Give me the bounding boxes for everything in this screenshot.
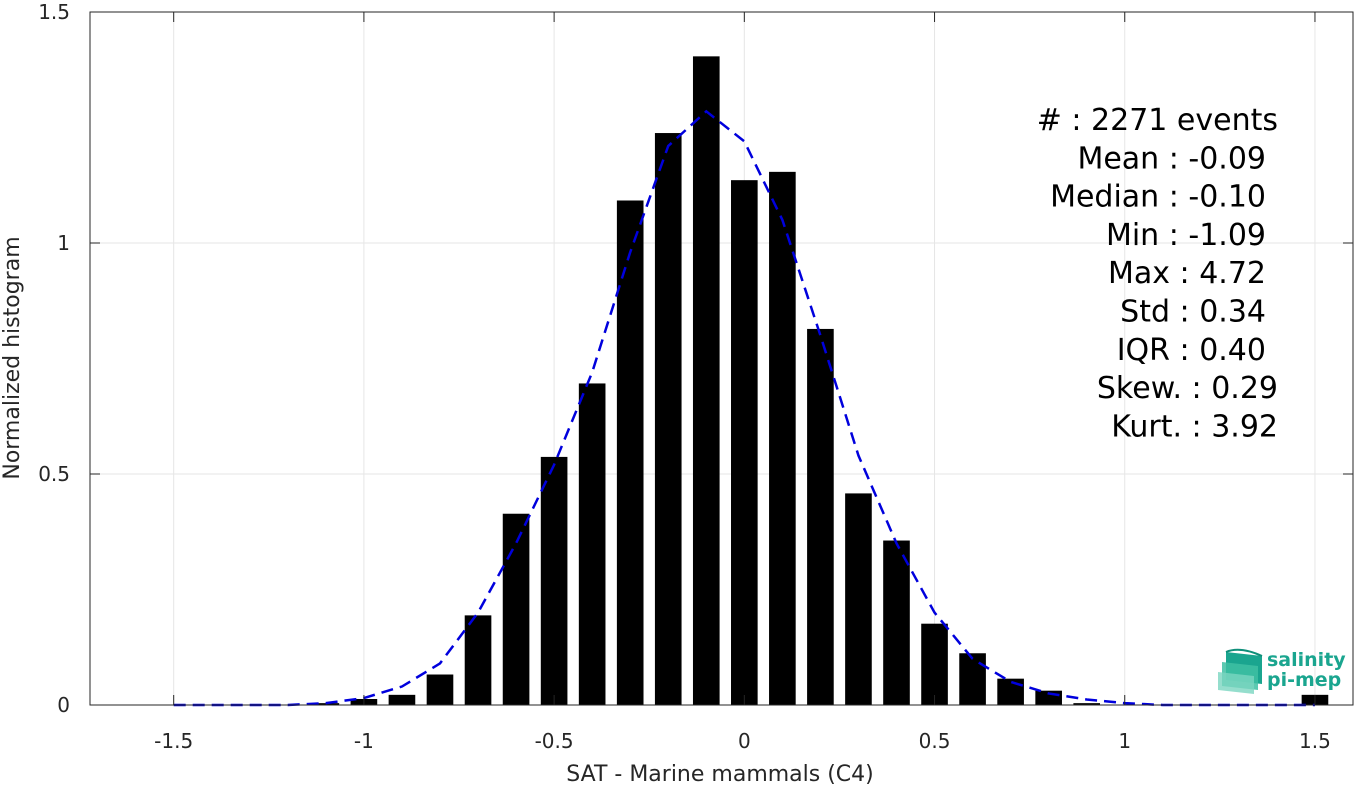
histogram-bar <box>464 615 492 705</box>
histogram-bar <box>921 623 948 705</box>
y-tick-label: 1.5 <box>38 0 70 24</box>
histogram-bar <box>654 133 682 705</box>
plot-frame <box>89 11 1354 706</box>
histogram-bar <box>997 678 1024 705</box>
stats-line: Min : -1.09 <box>1106 218 1266 253</box>
x-tick-label: 1.5 <box>1299 729 1331 753</box>
stats-line: Std : 0.34 <box>1120 295 1266 330</box>
y-tick-label: 0.5 <box>38 462 70 486</box>
histogram-bar <box>616 200 644 705</box>
stats-line: Skew. : 0.29 <box>1097 371 1278 406</box>
histogram-bar <box>578 383 606 705</box>
histogram-bar <box>540 456 568 705</box>
y-tick-labels: 0 0.5 1 1.5 <box>38 0 70 717</box>
x-tick-labels: -1.5 -1 -0.5 0 0.5 1 1.5 <box>154 729 1331 753</box>
stats-line: Kurt. : 3.92 <box>1111 409 1278 444</box>
histogram-bar <box>883 540 910 705</box>
stats-line: IQR : 0.40 <box>1117 333 1266 368</box>
x-tick-label: -0.5 <box>535 729 574 753</box>
histogram-bar <box>959 653 986 705</box>
stats-line: Max : 4.72 <box>1108 256 1266 291</box>
histogram-bar <box>502 513 530 705</box>
x-tick-label: 1 <box>1118 729 1131 753</box>
logo-text-line2: pi-mep <box>1267 669 1341 691</box>
x-tick-label: 0.5 <box>919 729 951 753</box>
histogram-bars <box>312 56 1329 706</box>
x-axis-label: SAT - Marine mammals (C4) <box>566 762 874 785</box>
histogram-bar <box>731 180 758 706</box>
y-tick-label: 1 <box>57 231 70 255</box>
histogram-bar <box>426 674 454 705</box>
histogram-bar <box>769 171 796 706</box>
x-tick-label: -1 <box>354 729 374 753</box>
logo-wave-icon <box>1218 648 1263 694</box>
x-tick-label: -1.5 <box>154 729 193 753</box>
histogram-bar <box>807 328 834 705</box>
y-axis-label: Normalized histogram <box>0 236 25 479</box>
salinity-pi-mep-logo: salinity pi-mep <box>1218 648 1346 694</box>
histogram-bar <box>692 56 720 706</box>
stats-line: Mean : -0.09 <box>1077 141 1266 176</box>
histogram-bar <box>1073 703 1101 705</box>
y-tick-label: 0 <box>57 693 70 717</box>
axes-frame <box>89 11 1354 706</box>
stats-line: # : 2271 events <box>1037 103 1278 138</box>
stats-line: Median : -0.10 <box>1050 180 1266 215</box>
logo-text-line1: salinity <box>1267 649 1346 671</box>
histogram-bar <box>845 493 872 705</box>
x-tick-label: 0 <box>738 729 751 753</box>
histogram-bar <box>388 694 416 705</box>
